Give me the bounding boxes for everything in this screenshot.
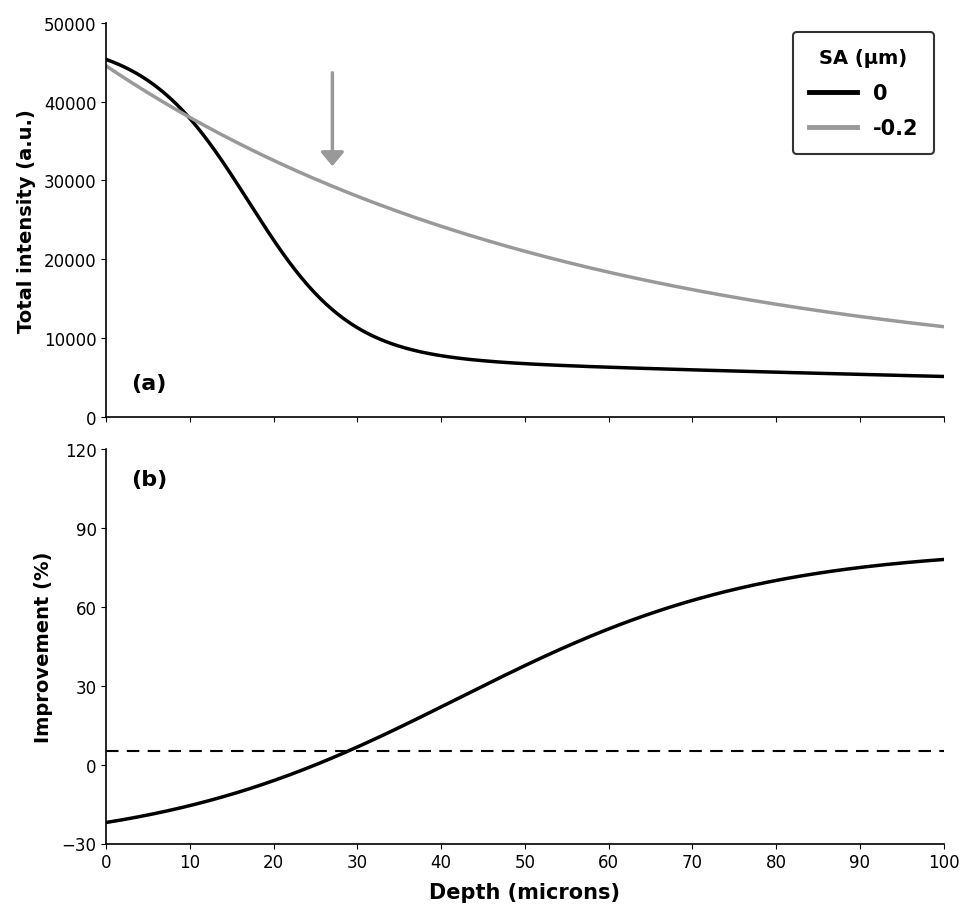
Text: (b): (b) — [132, 470, 168, 489]
Y-axis label: Total intensity (a.u.): Total intensity (a.u.) — [17, 109, 36, 333]
Text: (a): (a) — [132, 374, 167, 394]
X-axis label: Depth (microns): Depth (microns) — [429, 882, 621, 902]
Y-axis label: Improvement (%): Improvement (%) — [34, 551, 54, 743]
Legend: 0, -0.2: 0, -0.2 — [793, 33, 934, 154]
